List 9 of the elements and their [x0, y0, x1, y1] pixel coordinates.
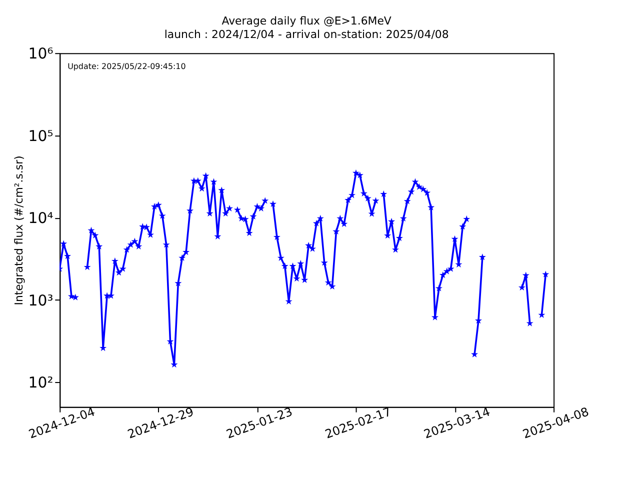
y-tick-label: 10⁴: [28, 209, 54, 228]
y-tick-label: 10⁶: [28, 44, 54, 63]
annotation: Update: 2025/05/22-09:45:10: [68, 62, 186, 71]
chart-title: Average daily flux @E>1.6MeV: [222, 14, 392, 28]
y-tick-label: 10⁵: [28, 126, 54, 145]
y-axis-title: Integrated flux (#/cm².s.sr): [12, 156, 26, 306]
y-tick-label: 10²: [28, 374, 54, 392]
y-tick-label: 10³: [28, 291, 54, 310]
chart-subtitle: launch : 2024/12/04 - arrival on-station: 2025/04/08: [164, 28, 449, 42]
